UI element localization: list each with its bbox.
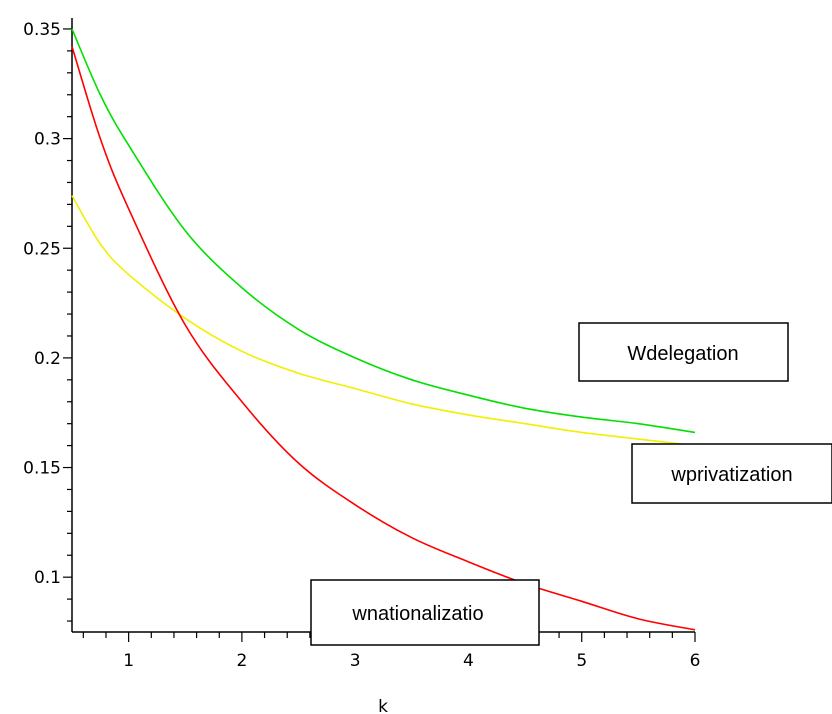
series-line-wdelegation [71, 28, 696, 434]
x-tick-label: 4 [463, 651, 474, 671]
annotation-wnationalizatio-text: wnationalizatio [351, 603, 483, 625]
series-line-wnationalizatio [71, 46, 696, 631]
annotation-wprivatization: wprivatization [631, 443, 832, 504]
series-line-wprivatization [71, 195, 696, 447]
series-lines [71, 28, 696, 631]
y-tick-label: 0.15 [23, 459, 61, 479]
x-tick-label: 2 [236, 651, 247, 671]
y-tick-label: 0.2 [34, 349, 61, 369]
annotation-wprivatization-text: wprivatization [670, 464, 792, 486]
y-tick-label: 0.35 [23, 20, 61, 40]
annotation-wdelegation-text: Wdelegation [627, 343, 738, 365]
x-tick-label: 5 [576, 651, 587, 671]
y-tick-label: 0.25 [23, 239, 61, 259]
x-tick-label: 1 [123, 651, 134, 671]
x-tick-label: 3 [350, 651, 361, 671]
x-tick-label: 6 [690, 651, 701, 671]
annotation-wdelegation: Wdelegation [578, 322, 789, 382]
y-tick-label: 0.3 [34, 130, 61, 150]
x-axis-label: k [378, 697, 388, 714]
annotation-wnationalizatio: wnationalizatio [310, 579, 540, 646]
annotation-boxes: Wdelegation wprivatization wnationalizat… [310, 322, 832, 646]
y-tick-label: 0.1 [34, 568, 61, 588]
